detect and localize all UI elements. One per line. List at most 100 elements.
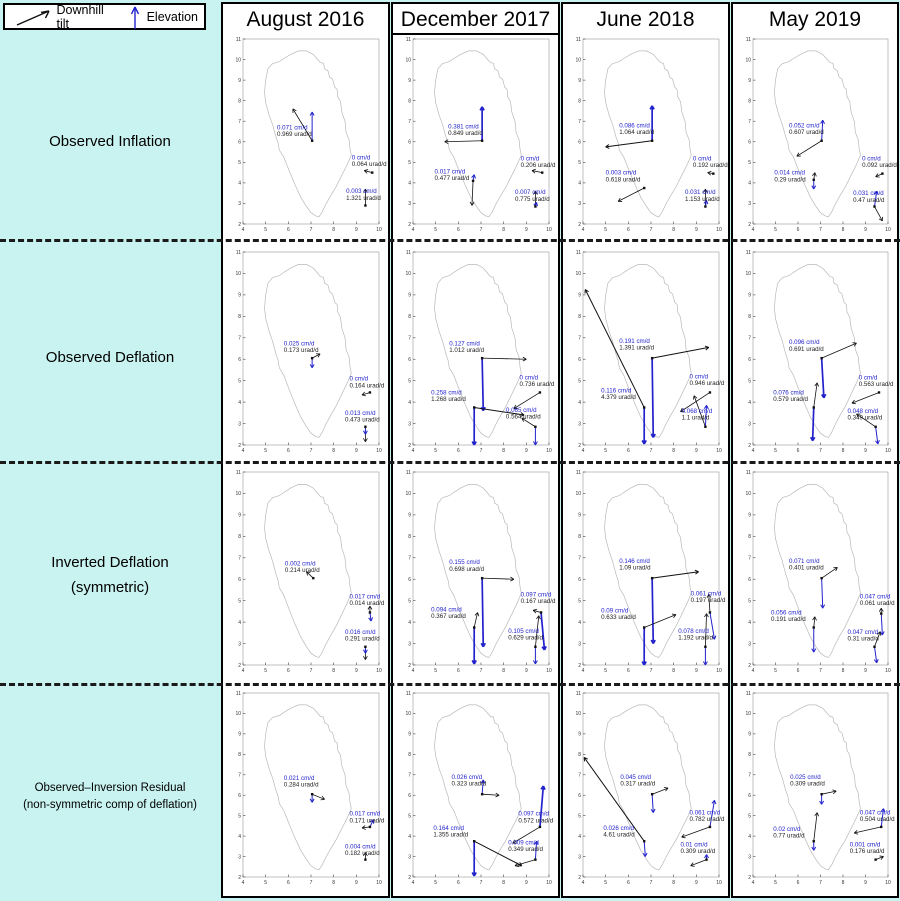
- tilt-arrow: [856, 413, 876, 428]
- svg-text:8: 8: [748, 98, 751, 104]
- svg-text:9: 9: [355, 668, 358, 674]
- elevation-arrow: [641, 407, 647, 445]
- svg-text:11: 11: [576, 691, 581, 697]
- svg-text:7: 7: [578, 556, 581, 562]
- tilt-value-label: 0.477 urad/d: [435, 175, 470, 182]
- elevation-value-label: 0.003 cm/d: [606, 170, 637, 177]
- dome-outline: [434, 484, 522, 658]
- tilt-value-label: 0.849 urad/d: [448, 130, 483, 137]
- station-marker: [820, 139, 823, 142]
- svg-text:2: 2: [238, 222, 241, 228]
- tilt-value-label: 4.61 urad/d: [603, 832, 635, 839]
- svg-text:9: 9: [748, 293, 751, 299]
- svg-text:4: 4: [748, 400, 751, 406]
- elevation-arrow: [650, 358, 656, 438]
- elevation-arrow: [880, 808, 886, 827]
- svg-text:6: 6: [748, 577, 751, 583]
- svg-text:8: 8: [238, 752, 241, 758]
- svg-text:9: 9: [355, 227, 358, 233]
- svg-text:8: 8: [332, 668, 335, 674]
- tilt-value-label: 0.197 urad/d: [691, 597, 726, 604]
- tilt-value-label: 0.563 urad/d: [859, 381, 894, 388]
- dome-outline: [434, 704, 522, 871]
- elevation-arrow: [873, 646, 879, 664]
- svg-text:4: 4: [408, 620, 411, 626]
- subplot-december-2017-observed-inflation: 4 5 6 7 8 9 10 2 3 4 5 6 7 8 9 10 11 0.381 cm/d0.849 urad…: [405, 37, 556, 233]
- tilt-value-label: 1.09 urad/d: [619, 565, 651, 572]
- svg-text:9: 9: [695, 227, 698, 233]
- svg-text:2: 2: [578, 875, 581, 881]
- dome-outline: [774, 50, 861, 218]
- svg-text:7: 7: [310, 227, 313, 233]
- subplot-august-2016-observed-deflation: 4 5 6 7 8 9 10 2 3 4 5 6 7 8 9 10 11 0.025 cm/d0.173 urad…: [235, 250, 384, 454]
- elevation-arrow: [875, 426, 880, 445]
- tilt-value-label: 0.698 urad/d: [449, 566, 484, 573]
- elevation-value-label: 0 cm/d: [862, 155, 881, 162]
- svg-text:10: 10: [546, 668, 552, 674]
- station-marker: [368, 611, 372, 614]
- tilt-value-label: 1.268 urad/d: [431, 396, 466, 403]
- elevation-value-label: 0.026 cm/d: [603, 825, 634, 832]
- tilt-value-label: 0.47 urad/d: [853, 197, 885, 204]
- svg-text:8: 8: [408, 752, 411, 758]
- svg-text:11: 11: [406, 250, 411, 256]
- tilt-arrow: [482, 792, 500, 798]
- svg-text:5: 5: [408, 378, 411, 384]
- elevation-arrow: [820, 358, 827, 399]
- station-marker: [480, 793, 484, 796]
- column-panel-december-2017: December 2017 4 5 6 7 8 9 10 2 3 4 5 6 7 8 9 10 11 0.381 …: [391, 2, 560, 898]
- svg-text:10: 10: [745, 57, 751, 63]
- svg-text:9: 9: [408, 293, 411, 299]
- svg-text:8: 8: [578, 314, 581, 320]
- svg-text:4: 4: [238, 834, 241, 840]
- svg-text:8: 8: [672, 668, 675, 674]
- elevation-arrow: [811, 627, 817, 653]
- column-header-august-2016: August 2016: [246, 8, 365, 31]
- tilt-arrow: [513, 392, 541, 409]
- svg-text:7: 7: [480, 880, 483, 886]
- dome-outline: [774, 484, 861, 658]
- svg-text:10: 10: [575, 711, 581, 717]
- svg-text:10: 10: [235, 271, 241, 277]
- tilt-arrow: [651, 787, 669, 795]
- tilt-value-label: 0.736 urad/d: [520, 381, 555, 388]
- subplot-december-2017-inverted-deflation-symmetric: 4 5 6 7 8 9 10 2 3 4 5 6 7 8 9 10 11 0.155 cm/d0.698 urad…: [405, 470, 556, 674]
- svg-text:11: 11: [236, 37, 241, 43]
- station-marker: [643, 840, 646, 843]
- svg-text:3: 3: [238, 421, 241, 427]
- svg-text:4: 4: [752, 448, 755, 454]
- tilt-value-label: 0.206 urad/d: [521, 162, 556, 169]
- column-header-june-2018: June 2018: [596, 8, 695, 31]
- tilt-value-label: 1.192 urad/d: [678, 634, 713, 641]
- elevation-value-label: 0.061 cm/d: [691, 590, 722, 597]
- svg-text:4: 4: [748, 620, 751, 626]
- row-label-observed-deflation: Observed Deflation: [45, 349, 175, 366]
- tilt-arrow: [681, 826, 711, 839]
- station-marker: [310, 793, 314, 796]
- svg-text:2: 2: [238, 663, 241, 669]
- svg-text:4: 4: [238, 620, 241, 626]
- svg-text:6: 6: [287, 668, 290, 674]
- svg-text:11: 11: [746, 250, 751, 256]
- station-marker: [704, 205, 707, 208]
- tilt-value-label: 1.153 urad/d: [685, 196, 720, 203]
- column-panel-june-2018: June 2018 4 5 6 7 8 9 10 2 3 4 5 6 7 8 9 10 11 0.086 cm/d…: [561, 2, 730, 898]
- svg-text:7: 7: [310, 880, 313, 886]
- svg-text:3: 3: [578, 641, 581, 647]
- svg-text:3: 3: [408, 201, 411, 207]
- svg-text:5: 5: [264, 448, 267, 454]
- svg-text:6: 6: [578, 793, 581, 799]
- column-panel-august-2016: August 2016 4 5 6 7 8 9 10 2 3 4 5 6 7 8 9 10 11 0.071 cm…: [221, 2, 390, 898]
- svg-text:2: 2: [578, 222, 581, 228]
- station-marker: [480, 356, 484, 360]
- svg-text:6: 6: [797, 668, 800, 674]
- tilt-value-label: 0.214 urad/d: [285, 567, 320, 574]
- svg-text:5: 5: [604, 668, 607, 674]
- elevation-arrow: [641, 627, 647, 666]
- elevation-value-label: 0.056 cm/d: [771, 610, 802, 617]
- elevation-value-label: 0.047 cm/d: [860, 810, 891, 817]
- svg-text:7: 7: [238, 773, 241, 779]
- elevation-arrow: [309, 111, 315, 141]
- svg-text:9: 9: [525, 668, 528, 674]
- tilt-arrow: [690, 859, 707, 867]
